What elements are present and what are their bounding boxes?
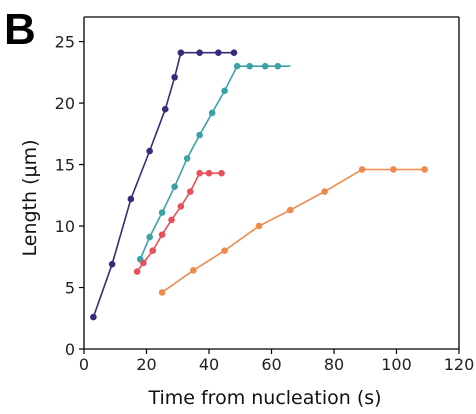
data-point — [421, 166, 428, 173]
data-point — [146, 147, 153, 155]
data-point — [196, 49, 203, 56]
series-3 — [133, 169, 225, 275]
data-point — [246, 62, 253, 70]
y-tick-label: 15 — [55, 156, 75, 175]
x-axis-title: Time from nucleation (s) — [147, 387, 381, 409]
data-point — [358, 166, 366, 173]
x-tick-label: 120 — [444, 355, 475, 374]
x-tick-label: 60 — [261, 355, 281, 374]
series-2 — [136, 62, 291, 263]
data-point — [158, 209, 166, 216]
data-point — [205, 169, 213, 177]
series-4 — [158, 166, 428, 296]
data-point — [90, 313, 97, 321]
series-line — [161, 168, 425, 294]
data-point — [171, 73, 178, 81]
data-point — [218, 169, 225, 177]
data-point — [171, 183, 178, 190]
data-point — [321, 188, 328, 195]
data-point — [127, 195, 135, 203]
plot-area: 0 20 40 60 80 100 120 0 5 10 15 20 25 — [55, 16, 474, 374]
y-tick-label: 0 — [65, 340, 75, 359]
data-point — [196, 169, 203, 177]
series-line — [139, 65, 291, 260]
series-line — [136, 172, 222, 272]
data-point — [186, 188, 194, 195]
data-point — [230, 49, 238, 56]
x-ticks: 0 20 40 60 80 100 120 — [79, 349, 474, 374]
series-line — [92, 51, 234, 318]
y-tick-label: 20 — [55, 94, 75, 113]
data-point — [140, 259, 147, 267]
series-1 — [90, 49, 238, 321]
data-point — [221, 87, 228, 95]
y-axis-title: Length (μm) — [19, 140, 41, 257]
panel-label: B — [4, 5, 36, 54]
data-point — [215, 49, 222, 56]
y-tick-label: 10 — [55, 217, 75, 236]
x-tick-label: 40 — [199, 355, 219, 374]
data-point — [177, 49, 185, 56]
x-tick-label: 80 — [324, 355, 344, 374]
data-point — [190, 267, 197, 274]
data-point — [261, 62, 269, 70]
x-tick-label: 0 — [79, 355, 89, 374]
data-point — [255, 222, 263, 230]
x-tick-label: 20 — [136, 355, 156, 374]
x-tick-label: 100 — [381, 355, 412, 374]
data-point — [208, 109, 216, 117]
data-point — [146, 233, 153, 241]
data-point — [233, 62, 241, 70]
data-point — [177, 203, 185, 210]
data-point — [286, 206, 294, 214]
data-point — [161, 105, 169, 113]
data-point — [196, 131, 203, 139]
data-point — [133, 268, 141, 275]
data-point — [158, 231, 166, 238]
y-tick-label: 25 — [55, 33, 75, 52]
data-point — [274, 62, 282, 70]
data-point — [183, 155, 191, 162]
data-point — [158, 289, 166, 296]
data-point — [221, 247, 228, 254]
y-tick-label: 5 — [65, 279, 75, 298]
data-point — [149, 247, 157, 254]
data-point — [390, 166, 397, 173]
series-layer — [90, 49, 428, 321]
y-ticks: 0 5 10 15 20 25 — [55, 33, 84, 359]
data-point — [108, 260, 116, 268]
data-point — [168, 216, 175, 224]
